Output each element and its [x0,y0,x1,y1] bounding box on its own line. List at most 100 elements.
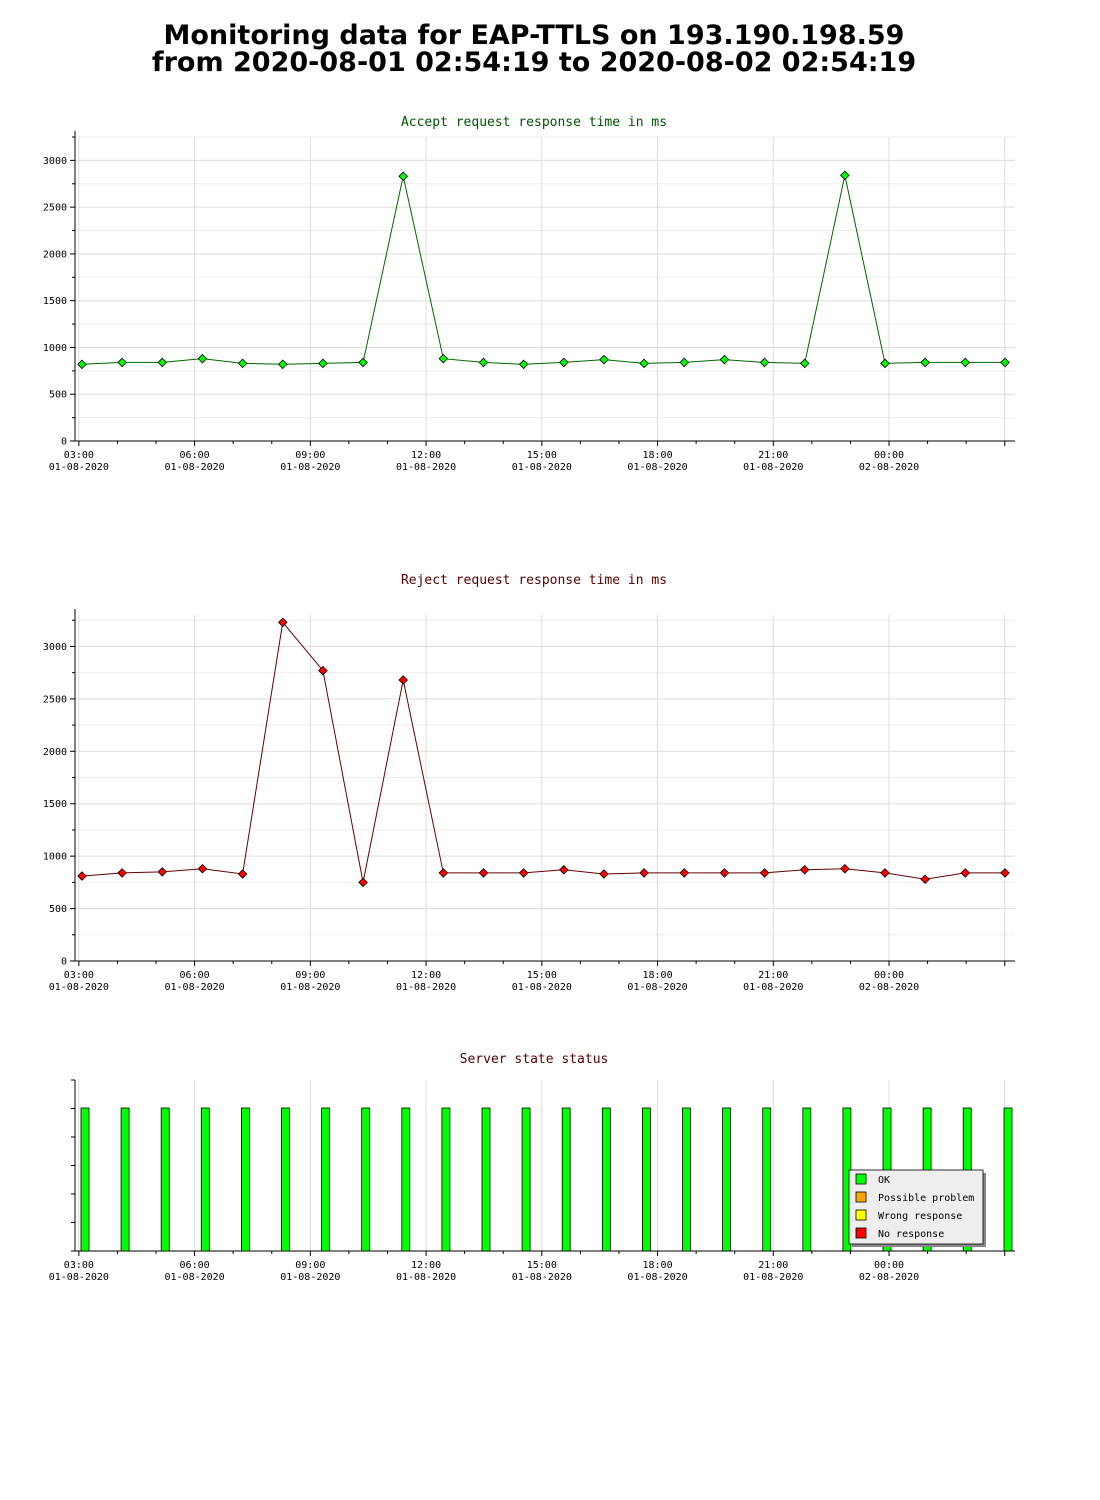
data-point [880,358,890,369]
y-tick-label: 3000 [43,156,67,167]
data-point [157,357,168,368]
x-tick-label-time: 12:00 [411,1260,441,1271]
status-bar [722,1107,731,1252]
data-point [478,868,489,878]
status-bar [160,1107,170,1252]
x-tick-label-date: 01-08-2020 [627,1272,687,1283]
x-tick-label-date: 01-08-2020 [396,1272,456,1283]
x-tick-label-date: 01-08-2020 [280,462,340,473]
x-tick-label-time: 15:00 [527,450,557,461]
data-point [599,354,609,365]
chart-reject: Reject request response time in ms 0 500 10… [43,573,1015,993]
data-point [518,868,529,878]
x-tick-label-date: 01-08-2020 [164,982,224,993]
legend-swatch [855,1227,867,1239]
x-tick-label-time: 00:00 [874,1260,904,1271]
x-tick-label-time: 21:00 [758,970,788,981]
data-point [759,868,770,878]
x-tick-label-time: 09:00 [295,1260,325,1271]
data-point [1000,357,1010,368]
status-bar [401,1107,411,1252]
chart-title: Reject request response time in ms [401,573,667,588]
y-tick-label: 1500 [43,799,67,810]
x-tick-label-time: 09:00 [295,970,325,981]
legend: OK Possible problem Wrong response No respo… [848,1169,986,1247]
x-tick-label-date: 01-08-2020 [164,462,224,473]
x-tick-label-date: 01-08-2020 [164,1272,224,1283]
data-point [920,357,930,368]
legend-label: OK [878,1175,890,1186]
status-bar [802,1107,812,1252]
data-point [799,358,810,369]
data-point [478,357,489,368]
status-bar [200,1107,210,1252]
data-point [438,868,449,878]
data-point [77,871,87,881]
data-point [639,868,649,878]
status-bar [561,1107,571,1252]
data-point [679,357,690,368]
status-bar [521,1107,531,1252]
x-tick-label-date: 01-08-2020 [512,1272,572,1283]
data-point [719,868,730,878]
x-tick-label-date: 02-08-2020 [859,1272,919,1283]
data-point [880,868,890,878]
y-tick-label: 3000 [43,642,67,653]
data-point [358,877,368,888]
x-tick-label-time: 03:00 [64,1260,94,1271]
status-bar [682,1107,691,1252]
data-point [157,867,168,877]
data-point [759,357,770,368]
x-tick-label-time: 12:00 [411,970,441,981]
x-tick-label-date: 01-08-2020 [512,982,572,993]
status-bar [361,1107,371,1252]
x-tick-label-date: 01-08-2020 [627,462,687,473]
data-point [197,353,208,364]
chart-accept: Accept request response time in ms 0 500 10… [43,115,1015,473]
data-point [840,863,850,874]
data-point [960,357,971,368]
data-point [318,665,328,676]
legend-label: Possible problem [878,1193,974,1204]
legend-swatch [855,1191,867,1203]
page-title-line2: from 2020-08-01 02:54:19 to 2020-08-02 0… [151,47,917,78]
x-tick-label-time: 18:00 [642,1260,672,1271]
y-tick-label: 500 [49,904,67,915]
status-bar [441,1107,451,1252]
status-bar [601,1107,611,1252]
x-tick-label-date: 01-08-2020 [743,982,803,993]
data-point [318,358,328,369]
data-point [277,359,288,370]
chart-status: Server state status03:0001-08-202006:000… [49,1052,1015,1283]
data-point [840,170,850,181]
x-tick-label-date: 01-08-2020 [627,982,687,993]
status-bar [481,1107,491,1252]
chart-title: Accept request response time in ms [401,115,667,130]
y-tick-label: 1500 [43,296,67,307]
y-tick-label: 1000 [43,343,67,354]
legend-label: No response [878,1229,944,1240]
data-point [438,353,449,364]
x-tick-label-date: 02-08-2020 [859,462,919,473]
x-tick-label-date: 01-08-2020 [49,462,109,473]
data-point [1000,868,1010,878]
legend-label: Wrong response [878,1211,962,1222]
y-tick-label: 2500 [43,203,67,214]
y-tick-label: 2500 [43,694,67,705]
data-point [237,869,248,879]
y-tick-label: 2000 [43,747,67,758]
x-tick-label-time: 00:00 [874,970,904,981]
legend-box [848,1169,984,1245]
status-bar [120,1107,130,1252]
data-point [117,357,127,368]
data-point [559,865,569,875]
status-bar [642,1107,651,1252]
data-point [117,868,127,878]
status-bar [240,1107,250,1252]
x-tick-label-time: 21:00 [758,1260,788,1271]
data-point [920,874,930,884]
y-tick-label: 500 [49,390,67,401]
data-point [277,617,288,628]
x-tick-label-time: 06:00 [180,970,210,981]
